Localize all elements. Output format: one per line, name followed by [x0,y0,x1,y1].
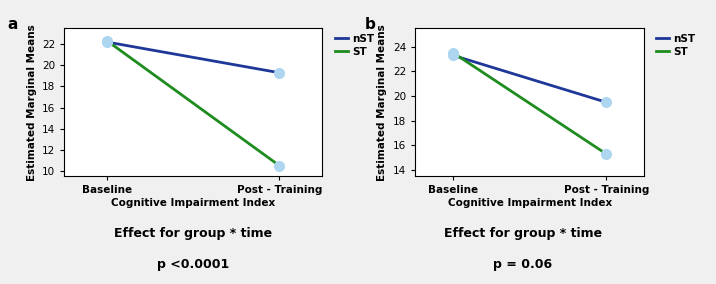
Text: Effect for group * time: Effect for group * time [444,227,601,240]
Legend: nST, ST: nST, ST [657,34,695,57]
X-axis label: Cognitive Impairment Index: Cognitive Impairment Index [111,198,276,208]
Legend: nST, ST: nST, ST [335,34,374,57]
Text: a: a [8,16,18,32]
Text: Effect for group * time: Effect for group * time [115,227,272,240]
Y-axis label: Estimated Marginal Means: Estimated Marginal Means [26,24,37,181]
Text: b: b [365,16,376,32]
X-axis label: Cognitive Impairment Index: Cognitive Impairment Index [448,198,612,208]
Y-axis label: Estimated Marginal Means: Estimated Marginal Means [377,24,387,181]
Text: p = 0.06: p = 0.06 [493,258,552,272]
Text: p <0.0001: p <0.0001 [158,258,229,272]
